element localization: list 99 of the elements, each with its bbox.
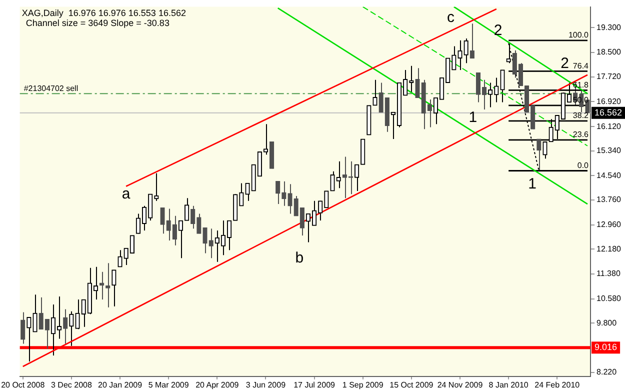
candlestick bbox=[427, 99, 432, 128]
series-label: 23.6 bbox=[572, 130, 590, 140]
ref-line-label: 9.016 bbox=[594, 342, 618, 352]
y-tick-label: 14.540 bbox=[596, 170, 622, 180]
candlestick bbox=[154, 172, 159, 202]
candlestick bbox=[415, 68, 420, 98]
y-tick-label: 17.720 bbox=[596, 72, 622, 82]
candlestick bbox=[69, 310, 74, 346]
candlestick bbox=[63, 308, 68, 344]
candlestick bbox=[354, 164, 360, 192]
candlestick bbox=[190, 205, 196, 230]
candlestick bbox=[202, 227, 208, 254]
candlestick bbox=[196, 213, 202, 234]
x-tick-label: 20 Apr 2009 bbox=[196, 380, 240, 390]
candlestick bbox=[512, 50, 517, 78]
x-tick-label: 20 Oct 2008 bbox=[1, 380, 46, 390]
candlestick bbox=[32, 294, 38, 332]
candlestick bbox=[458, 40, 462, 70]
y-tick-label: 15.340 bbox=[596, 146, 622, 156]
candlestick bbox=[409, 65, 414, 94]
candlestick bbox=[38, 296, 44, 330]
x-tick-label: 17 Jul 2009 bbox=[294, 380, 336, 390]
candlestick bbox=[184, 198, 190, 222]
y-tick-label: 16.920 bbox=[596, 96, 622, 106]
annotation: c bbox=[446, 9, 455, 26]
y-tick-label: 18.500 bbox=[596, 48, 622, 57]
x-tick-label: 24 Nov 2009 bbox=[437, 380, 484, 390]
candlestick bbox=[500, 69, 505, 103]
candlestick bbox=[172, 215, 177, 246]
y-tick-label: 12.960 bbox=[596, 220, 622, 230]
candlestick bbox=[118, 250, 122, 268]
x-tick-label: 1 Sep 2009 bbox=[342, 380, 384, 390]
series-label: 0.0 bbox=[577, 160, 590, 170]
y-tick-label: 12.180 bbox=[596, 244, 622, 254]
candlestick bbox=[263, 124, 268, 156]
candlestick bbox=[403, 69, 408, 96]
candlestick bbox=[342, 156, 347, 199]
x-tick-label: 5 Mar 2009 bbox=[148, 380, 190, 390]
candlestick bbox=[208, 228, 214, 259]
candlestick bbox=[112, 270, 116, 307]
candlestick bbox=[494, 77, 499, 103]
candlestick bbox=[106, 262, 110, 308]
candlestick bbox=[20, 312, 26, 344]
candlestick bbox=[378, 82, 384, 113]
candlestick bbox=[130, 235, 134, 254]
annotation: 2 bbox=[560, 55, 570, 72]
text: Channel size = 3649 Slope = -30.83 bbox=[26, 18, 170, 28]
candlestick bbox=[282, 180, 286, 206]
candlestick bbox=[336, 160, 341, 189]
y-tick-label: 16.120 bbox=[596, 122, 622, 131]
candlestick bbox=[318, 200, 323, 222]
candlestick bbox=[26, 316, 32, 362]
candlestick bbox=[148, 194, 153, 222]
candlestick bbox=[239, 182, 244, 206]
y-tick-label: 11.380 bbox=[596, 269, 621, 278]
annotation: 1 bbox=[468, 108, 478, 126]
candlestick bbox=[160, 207, 165, 234]
y-tick-label: 19.300 bbox=[596, 22, 622, 32]
candlestick bbox=[330, 170, 335, 192]
candlestick bbox=[166, 208, 171, 241]
candlestick bbox=[93, 266, 98, 300]
y-tick-label: 8.220 bbox=[596, 368, 618, 377]
x-tick-label: 20 Jan 2009 bbox=[98, 380, 143, 390]
candlestick bbox=[452, 46, 456, 70]
ref-line-label: 16.562 bbox=[594, 107, 622, 118]
candlestick bbox=[464, 38, 468, 64]
x-tick-label: 3 Dec 2008 bbox=[50, 380, 92, 390]
candlestick bbox=[178, 220, 184, 259]
candlestick bbox=[245, 182, 250, 202]
candlestick bbox=[324, 190, 329, 208]
legend-label: 38.2 bbox=[572, 111, 590, 120]
x-tick-label: 8 Jan 2010 bbox=[488, 380, 529, 390]
candlestick bbox=[288, 184, 292, 214]
candlestick bbox=[372, 79, 378, 106]
candlestick bbox=[44, 318, 50, 350]
series-label: 76.4 bbox=[572, 61, 590, 70]
candlestick bbox=[294, 195, 298, 216]
chart-title: XAG,Daily 16.976 16.976 16.553 16.562 bbox=[22, 8, 186, 18]
candlestick bbox=[124, 248, 128, 266]
candlestick bbox=[536, 138, 542, 172]
series-label: 100.0 bbox=[568, 30, 590, 40]
x-tick-label: 24 Feb 2010 bbox=[534, 380, 580, 390]
annotation: 2 bbox=[494, 22, 502, 39]
candlestick bbox=[488, 82, 493, 108]
candlestick bbox=[300, 207, 304, 236]
y-tick-label: 10.580 bbox=[596, 294, 622, 304]
annotation: b bbox=[295, 249, 304, 266]
x-tick-label: 3 Jun 2009 bbox=[246, 380, 286, 390]
candlestick bbox=[81, 299, 86, 328]
x-tick-label: 15 Oct 2009 bbox=[390, 380, 434, 390]
annotation: 1 bbox=[528, 175, 536, 192]
candlestick bbox=[276, 180, 280, 205]
annotation: a bbox=[122, 185, 131, 202]
candlestick bbox=[75, 299, 80, 330]
candlestick bbox=[470, 23, 474, 59]
candlestick bbox=[99, 271, 104, 300]
y-tick-label: 9.800 bbox=[596, 318, 618, 328]
y-tick-label: 13.760 bbox=[596, 195, 622, 204]
annotation: #21304702 sell bbox=[24, 84, 78, 93]
